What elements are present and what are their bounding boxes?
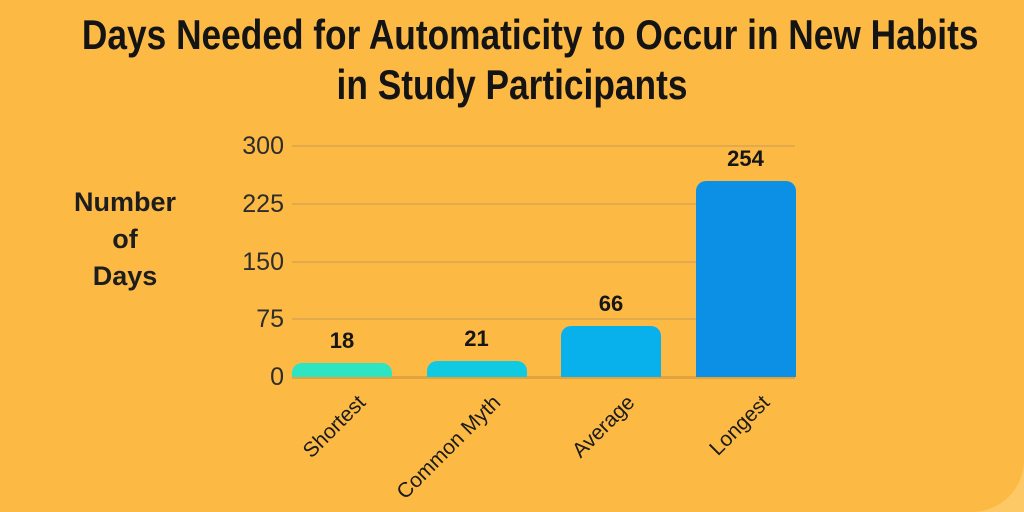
- y-axis-title: Number of Days: [59, 184, 191, 295]
- bar-common-myth: [426, 360, 527, 377]
- gridline: [292, 145, 795, 147]
- y-axis-tick-label: 225: [242, 189, 284, 218]
- chart-title: Days Needed for Automaticity to Occur in…: [0, 10, 1024, 110]
- x-axis-line: [292, 376, 795, 379]
- bar-average: [561, 326, 661, 377]
- y-axis-title-line: Days: [92, 261, 158, 291]
- y-axis-tick-label: 0: [270, 363, 284, 391]
- gridline: [292, 202, 795, 205]
- bar-value-label: 254: [727, 146, 764, 172]
- x-axis-label: Common Myth: [352, 391, 505, 504]
- bar-value-label: 21: [464, 325, 489, 351]
- chart-title-line-2: in Study Participants: [336, 61, 688, 108]
- gridline: [292, 260, 795, 263]
- y-axis-tick-label: 300: [242, 132, 284, 160]
- y-axis-tick-label: 75: [256, 305, 284, 334]
- x-axis-label: Shortest: [276, 391, 371, 463]
- y-axis-tick-label: 150: [242, 247, 284, 276]
- x-axis-label-text: Longest: [704, 391, 774, 461]
- bar-longest: [695, 181, 796, 377]
- x-axis-label-text: Common Myth: [391, 391, 505, 504]
- x-axis-label: Longest: [683, 391, 774, 460]
- x-axis-label: Average: [545, 391, 639, 462]
- chart-title-line-1: Days Needed for Automaticity to Occur in…: [81, 11, 979, 58]
- bar-shortest: [292, 363, 392, 377]
- bar-value-label: 66: [598, 291, 624, 317]
- x-axis-label-text: Average: [567, 391, 640, 463]
- bar-value-label: 18: [329, 328, 355, 354]
- y-axis-title-line: of: [112, 224, 138, 254]
- y-axis-title-line: Number: [73, 187, 176, 217]
- gridline: [292, 318, 795, 321]
